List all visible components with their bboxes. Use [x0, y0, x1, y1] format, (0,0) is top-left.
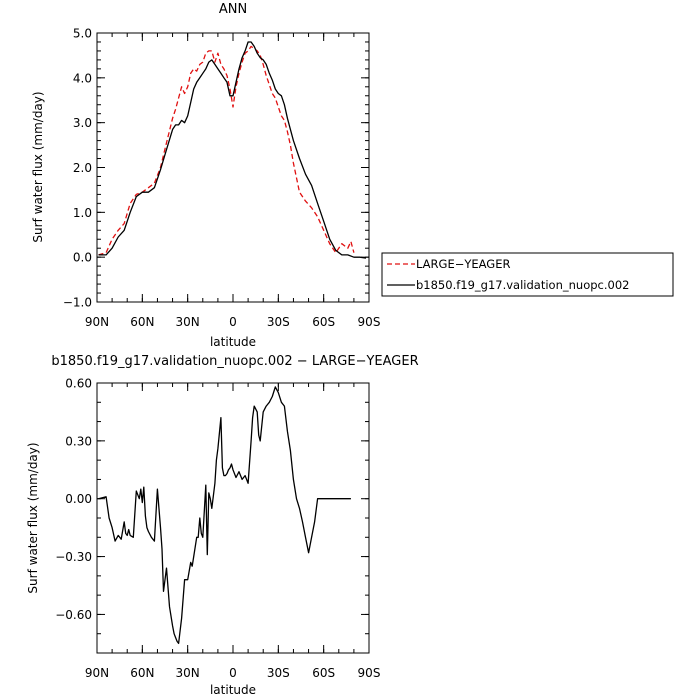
- bottom-x-tick-label: 60S: [312, 666, 335, 680]
- bottom-series-group: [98, 386, 351, 645]
- top-x-tick-label: 0: [229, 315, 237, 329]
- top-x-tick-label: 30N: [176, 315, 200, 329]
- top-series-group: [98, 41, 367, 259]
- top-x-tick-label: 30S: [267, 315, 290, 329]
- bottom-x-axis-label: latitude: [210, 683, 256, 697]
- bottom-x-tick-label: 30S: [267, 666, 290, 680]
- bottom-y-tick-label: 0.60: [65, 377, 92, 391]
- bottom-x-tick-label: 30N: [176, 666, 200, 680]
- top-chart-title: ANN: [219, 2, 247, 17]
- top-x-axis: 90N 60N 30N 0 30S 60S 90S: [85, 33, 381, 329]
- legend-label-large-yeager: LARGE−YEAGER: [416, 257, 510, 271]
- top-series-line-0: [98, 45, 355, 256]
- top-y-tick-label: 3.0: [73, 116, 92, 130]
- top-x-tick-label: 60S: [312, 315, 335, 329]
- legend: LARGE−YEAGER b1850.f19_g17.validation_nu…: [381, 252, 674, 297]
- bottom-x-tick-label: 90N: [85, 666, 109, 680]
- top-x-axis-label: latitude: [210, 335, 256, 349]
- bottom-y-axis-label: Surf water flux (mm/day): [26, 442, 40, 593]
- top-y-tick-label: 5.0: [73, 27, 92, 41]
- top-y-tick-label: −1.0: [63, 296, 92, 310]
- bottom-x-tick-label: 90S: [358, 666, 381, 680]
- bottom-x-tick-label: 60N: [130, 666, 154, 680]
- bottom-y-tick-label: −0.60: [55, 608, 92, 622]
- top-x-tick-label: 60N: [130, 315, 154, 329]
- bottom-y-tick-label: 0.00: [65, 492, 92, 506]
- top-plot-frame: [96, 32, 370, 303]
- top-y-axis: −1.0 0.0 1.0 2.0 3.0 4.0 5.0: [63, 27, 369, 310]
- top-y-tick-label: 2.0: [73, 161, 92, 175]
- legend-box: [381, 252, 674, 297]
- top-series-line-1: [98, 41, 367, 259]
- bottom-x-axis: 90N 60N 30N 0 30S 60S 90S: [85, 383, 381, 680]
- bottom-y-tick-label: 0.30: [65, 434, 92, 448]
- top-y-tick-label: 1.0: [73, 206, 92, 220]
- legend-label-b1850: b1850.f19_g17.validation_nuopc.002: [416, 278, 629, 292]
- top-panel: ANN −1.0 0.0 1.0 2.0 3.0 4.0 5.0 90N 60N 30N 0 30S…: [31, 2, 380, 349]
- top-x-tick-label: 90N: [85, 315, 109, 329]
- top-x-tick-label: 90S: [358, 315, 381, 329]
- bottom-y-tick-label: −0.30: [55, 550, 92, 564]
- top-y-tick-label: 4.0: [73, 71, 92, 85]
- top-y-tick-label: 0.0: [73, 251, 92, 265]
- bottom-chart-title: b1850.f19_g17.validation_nuopc.002 − LAR…: [51, 354, 418, 369]
- bottom-x-tick-label: 0: [229, 666, 237, 680]
- bottom-y-axis: −0.60 −0.30 0.00 0.30 0.60: [55, 377, 369, 654]
- top-y-axis-label: Surf water flux (mm/day): [31, 91, 45, 242]
- bottom-panel: b1850.f19_g17.validation_nuopc.002 − LAR…: [26, 354, 419, 697]
- bottom-series-line-0: [98, 386, 351, 645]
- bottom-plot-frame: [96, 382, 370, 654]
